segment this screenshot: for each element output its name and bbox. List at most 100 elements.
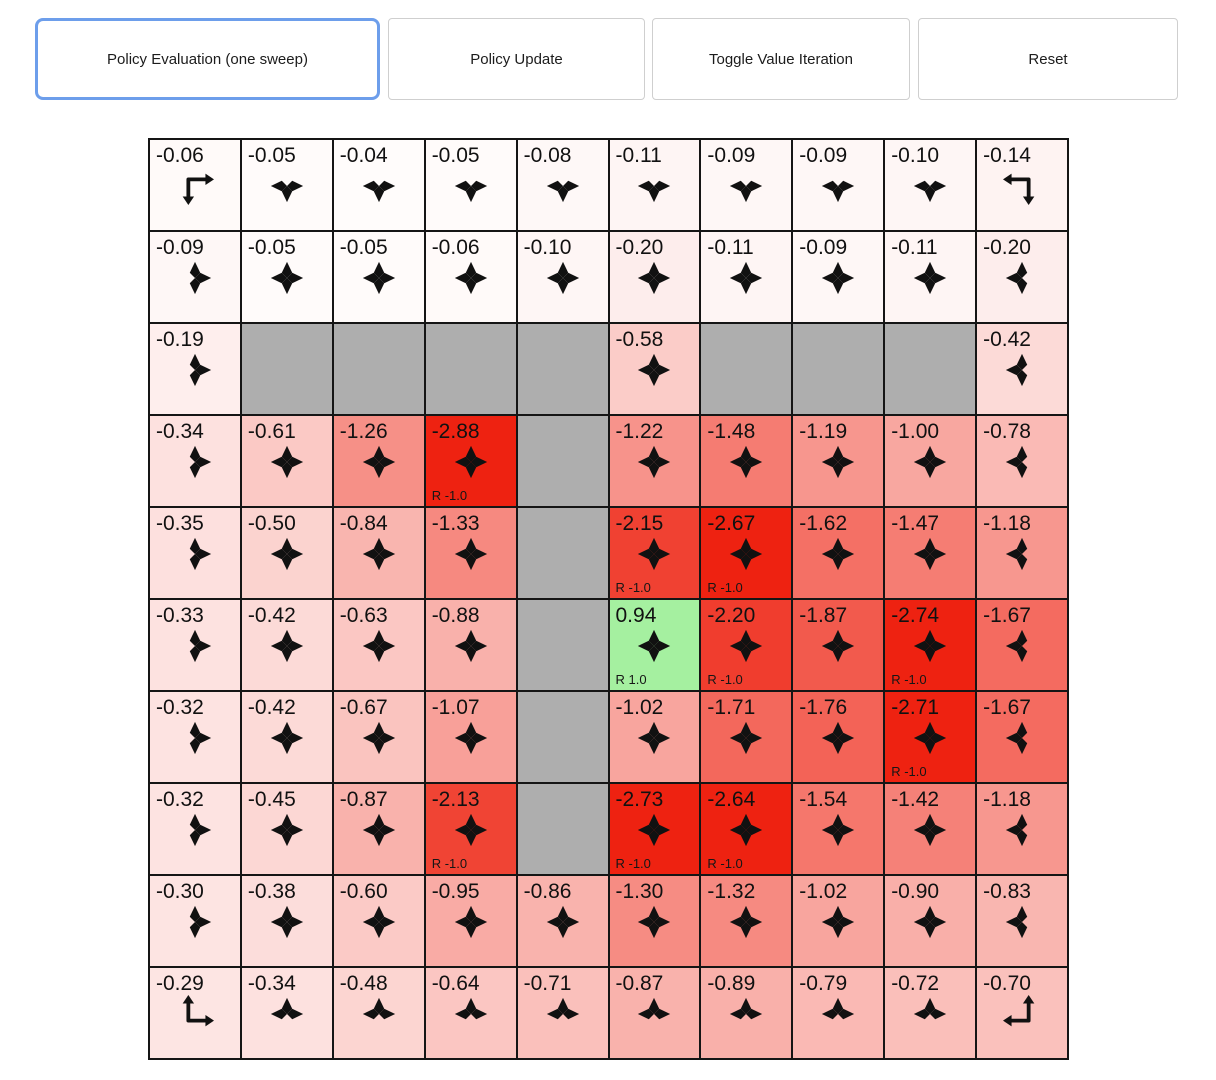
- policy-arrows-icon: [638, 180, 671, 203]
- policy-arrows-icon: [913, 997, 947, 1020]
- state-value: -0.42: [247, 604, 296, 627]
- grid-cell: -1.48: [701, 416, 792, 506]
- grid-cell: -0.20: [977, 232, 1067, 322]
- state-value: -0.88: [431, 604, 480, 627]
- grid-cell: -0.78: [977, 416, 1067, 506]
- state-value: -2.67: [707, 512, 756, 535]
- state-value: -1.18: [983, 788, 1031, 811]
- grid-cell: -2.71 R -1.0: [885, 692, 976, 782]
- grid-cell: -1.02: [609, 692, 700, 782]
- policy-arrows-icon: [822, 997, 855, 1020]
- state-value: -0.06: [156, 144, 204, 167]
- state-value: 0.94: [615, 604, 657, 627]
- policy-arrows-icon: [1005, 445, 1028, 479]
- state-value: -2.74: [891, 604, 940, 627]
- policy-arrows-icon: [182, 173, 214, 206]
- wall-cell: [241, 324, 332, 414]
- state-value: -0.67: [339, 696, 388, 719]
- policy-arrows-icon: [270, 905, 303, 939]
- grid-cell: -0.90: [885, 876, 976, 966]
- policy-arrows-icon: [454, 445, 487, 479]
- state-value: -0.34: [156, 420, 204, 443]
- grid-cell: -0.10: [885, 140, 976, 230]
- grid-cell: -0.86: [517, 876, 608, 966]
- policy-arrows-icon: [822, 261, 855, 295]
- grid-cell: -0.04: [333, 140, 424, 230]
- grid-cell: -0.58: [609, 324, 700, 414]
- policy-arrows-icon: [362, 997, 395, 1020]
- state-value: -1.02: [799, 880, 848, 903]
- state-value: -1.00: [891, 420, 940, 443]
- state-value: -1.67: [983, 604, 1031, 627]
- reward-label: R 1.0: [615, 672, 647, 687]
- grid-cell: -0.06: [150, 140, 240, 230]
- policy-arrows-icon: [638, 629, 671, 663]
- state-value: -1.30: [615, 880, 664, 903]
- policy-arrows-icon: [454, 537, 487, 571]
- policy-arrows-icon: [730, 721, 763, 755]
- grid-cell: -1.71: [701, 692, 792, 782]
- state-value: -0.87: [339, 788, 388, 811]
- state-value: -0.89: [707, 972, 756, 995]
- grid-cell: -0.06: [425, 232, 516, 322]
- grid-cell: -0.95: [425, 876, 516, 966]
- reward-label: R -1.0: [707, 672, 743, 687]
- state-value: -0.45: [247, 788, 296, 811]
- state-value: -0.90: [891, 880, 940, 903]
- policy-arrows-icon: [1003, 173, 1035, 206]
- state-value: -2.64: [707, 788, 756, 811]
- policy-arrows-icon: [1005, 813, 1028, 847]
- reset-button[interactable]: Reset: [918, 18, 1178, 100]
- wall-cell: [517, 324, 608, 414]
- state-value: -0.32: [156, 788, 204, 811]
- grid-cell: -0.09: [793, 140, 884, 230]
- toggle-value-iteration-button[interactable]: Toggle Value Iteration: [652, 18, 910, 100]
- state-value: -0.64: [431, 972, 480, 995]
- wall-cell: [701, 324, 792, 414]
- policy-arrows-icon: [730, 997, 763, 1020]
- policy-arrows-icon: [546, 261, 579, 295]
- state-value: -0.86: [523, 880, 572, 903]
- grid-cell: -0.19: [150, 324, 240, 414]
- policy-arrows-icon: [822, 537, 855, 571]
- grid-cell: -0.67: [333, 692, 424, 782]
- state-value: -1.02: [615, 696, 664, 719]
- state-value: -0.48: [339, 972, 388, 995]
- grid-cell: -2.73 R -1.0: [609, 784, 700, 874]
- state-value: -0.09: [707, 144, 756, 167]
- policy-arrows-icon: [454, 905, 487, 939]
- grid-cell: -2.64 R -1.0: [701, 784, 792, 874]
- grid-cell: -2.67 R -1.0: [701, 508, 792, 598]
- state-value: -1.48: [707, 420, 756, 443]
- policy-arrows-icon: [913, 180, 947, 203]
- grid-cell: -1.67: [977, 692, 1067, 782]
- policy-arrows-icon: [454, 997, 487, 1020]
- policy-arrows-icon: [822, 721, 855, 755]
- policy-arrows-icon: [913, 629, 947, 663]
- grid-cell: -0.50: [241, 508, 332, 598]
- grid-cell: -0.45: [241, 784, 332, 874]
- state-value: -0.95: [431, 880, 480, 903]
- policy-evaluation-button[interactable]: Policy Evaluation (one sweep): [35, 18, 380, 100]
- policy-arrows-icon: [1005, 353, 1028, 387]
- reward-label: R -1.0: [707, 856, 743, 871]
- policy-arrows-icon: [730, 180, 763, 203]
- wall-cell: [425, 324, 516, 414]
- state-value: -0.32: [156, 696, 204, 719]
- grid-cell: -0.34: [241, 968, 332, 1058]
- state-value: -0.63: [339, 604, 388, 627]
- grid-cell: -0.30: [150, 876, 240, 966]
- grid-cell: -1.22: [609, 416, 700, 506]
- grid-cell: -1.19: [793, 416, 884, 506]
- policy-arrows-icon: [454, 721, 487, 755]
- policy-arrows-icon: [362, 180, 395, 203]
- policy-arrows-icon: [730, 629, 763, 663]
- wall-cell: [517, 508, 608, 598]
- state-value: -0.72: [891, 972, 940, 995]
- grid-cell: -0.05: [241, 232, 332, 322]
- state-value: -0.20: [615, 236, 664, 259]
- policy-update-button[interactable]: Policy Update: [388, 18, 645, 100]
- state-value: -0.10: [523, 236, 572, 259]
- state-value: -2.71: [891, 696, 940, 719]
- grid-cell: -0.72: [885, 968, 976, 1058]
